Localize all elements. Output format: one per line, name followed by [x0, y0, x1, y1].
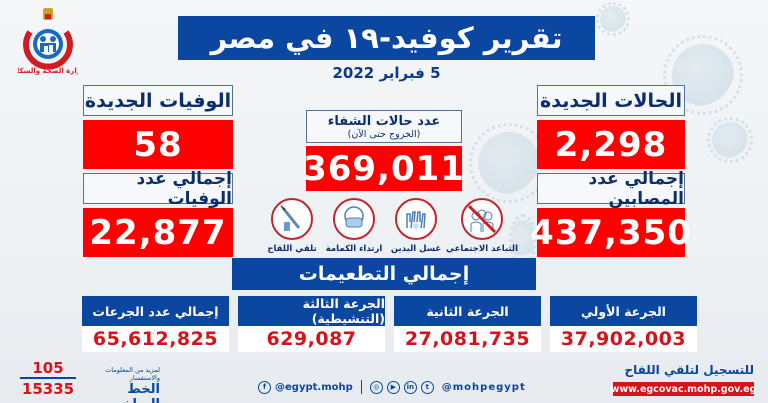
recoveries-label-box: عدد حالات الشفاء (الخروج حتى الآن): [306, 110, 462, 143]
facebook-icon[interactable]: f: [258, 380, 271, 394]
ministry-logo: وزارة الصحة والسكان: [11, 6, 85, 78]
virus-decoration: [469, 123, 549, 203]
page-title: تقرير كوفيد-١٩ في مصر: [178, 16, 595, 60]
dose-value: 27,081,735: [394, 326, 541, 352]
social-links: f @egypt.mohp ◎ ▶ in t @mohpegypt: [258, 378, 530, 396]
new-deaths-value: 58: [83, 120, 233, 169]
dose-second: الجرعة الثانية 27,081,735: [394, 296, 541, 352]
precaution-handwash: غسل اليدين: [390, 198, 442, 254]
report-date: 5 فبراير 2022: [332, 64, 441, 82]
hotline: 105 15335: [20, 360, 76, 400]
youtube-icon[interactable]: ▶: [386, 380, 400, 394]
hotline-divider: [20, 377, 76, 379]
face-mask-icon: [333, 198, 375, 240]
new-cases-value: 2,298: [537, 120, 685, 169]
precaution-label: تلقي اللقاح: [267, 244, 317, 254]
precaution-label: غسل اليدين: [390, 244, 442, 254]
new-cases-label: الحالات الجديدة: [537, 85, 685, 116]
hand-washing-icon: [395, 198, 437, 240]
precaution-label: التباعد الاجتماعي: [445, 244, 519, 254]
instagram-icon[interactable]: ◎: [369, 380, 383, 394]
dose-label: الجرعة الثانية: [394, 296, 541, 326]
precaution-mask: ارتداء الكمامة: [326, 198, 382, 254]
precaution-vaccine: تلقي اللقاح: [267, 198, 317, 254]
hotline-number-short: 105: [32, 359, 64, 377]
register-url[interactable]: www.egcovac.mohp.gov.eg: [610, 382, 757, 396]
precaution-label: ارتداء الكمامة: [325, 244, 383, 254]
dose-value: 65,612,825: [82, 326, 229, 352]
total-deaths-value: 22,877: [83, 208, 233, 257]
hotline-number-long: 15335: [21, 380, 75, 398]
virus-decoration: [596, 2, 630, 36]
dose-value: 37,902,003: [550, 326, 697, 352]
social-handle[interactable]: @mohpegypt: [441, 381, 526, 393]
dose-label: الجرعة الأولي: [550, 296, 697, 326]
dose-first: الجرعة الأولي 37,902,003: [550, 296, 697, 352]
recoveries-value: 369,011: [303, 146, 464, 191]
svg-text:وزارة الصحة والسكان: وزارة الصحة والسكان: [18, 67, 78, 75]
divider: [360, 380, 362, 394]
hotline-title: الخط الساخن: [111, 382, 160, 403]
total-deaths-label: إجمالي عدد الوفيات: [83, 169, 233, 209]
dose-label: الجرعة الثالثة (التنشيطية): [238, 296, 385, 326]
precaution-distancing: التباعد الاجتماعي: [446, 198, 518, 254]
vaccine-icon: [271, 198, 313, 240]
new-deaths-label: الوفيات الجديدة: [83, 85, 233, 116]
vaccinations-title: إجمالي التطعيمات: [232, 258, 536, 290]
dose-value: 629,087: [238, 326, 385, 352]
total-cases-label: إجمالي عدد المصابين: [537, 169, 685, 209]
recoveries-label: عدد حالات الشفاء: [327, 113, 441, 129]
dose-total: إجمالي عدد الجرعات 65,612,825: [82, 296, 229, 352]
hotline-caption-group: لمزيد من المعلومات والاستفسار الخط الساخ…: [80, 366, 160, 403]
linkedin-icon[interactable]: in: [403, 380, 417, 394]
facebook-handle[interactable]: @egypt.mohp: [275, 381, 353, 393]
dose-third: الجرعة الثالثة (التنشيطية) 629,087: [238, 296, 385, 352]
recoveries-sublabel: (الخروج حتى الآن): [347, 128, 421, 140]
register-label: للتسجيل لتلقي اللقاح: [624, 363, 754, 377]
dose-label: إجمالي عدد الجرعات: [82, 296, 229, 326]
twitter-icon[interactable]: t: [420, 380, 434, 394]
total-cases-value: 437,350: [530, 208, 691, 257]
virus-decoration: [706, 116, 754, 164]
social-distancing-icon: [461, 198, 503, 240]
hotline-caption: لمزيد من المعلومات والاستفسار: [105, 366, 160, 382]
